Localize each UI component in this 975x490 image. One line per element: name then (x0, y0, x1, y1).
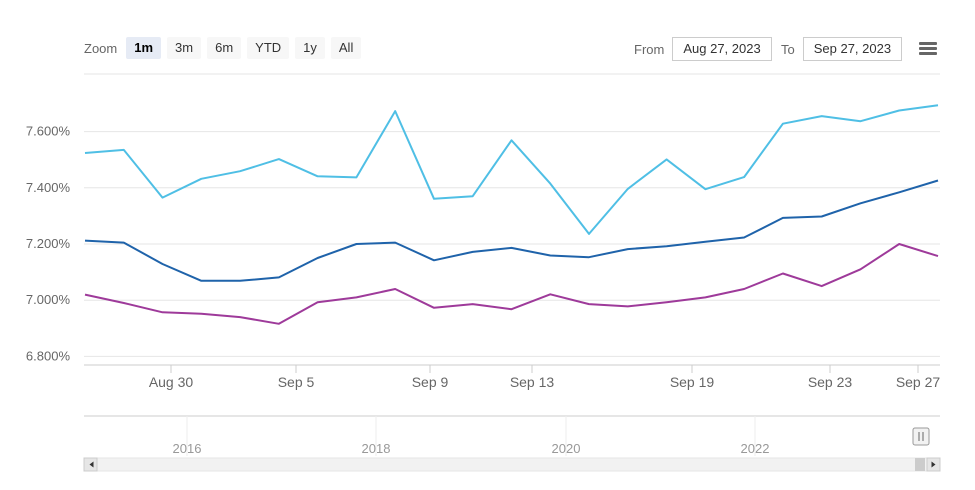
navigator-handle (912, 427, 930, 446)
y-tick-label: 7.200% (26, 236, 71, 251)
scrollbar-track (83, 457, 941, 472)
from-range: From Aug 27, 2023 (634, 37, 772, 61)
zoom-1m-button[interactable]: 1m (126, 37, 162, 59)
x-tick-label: Sep 5 (278, 374, 315, 390)
zoom-6m-button[interactable]: 6m (207, 37, 242, 59)
scroll-left-arrow-icon (89, 461, 94, 468)
scroll-right-arrow-icon (931, 461, 936, 468)
series-line-3 (84, 243, 939, 325)
navigator-label: 2020 (552, 441, 581, 456)
y-tick-label: 7.600% (26, 124, 71, 139)
x-tick-label: Sep 9 (412, 374, 449, 390)
to-date-input[interactable]: Sep 27, 2023 (802, 37, 903, 61)
to-label: To (781, 41, 795, 57)
grid-lines (84, 73, 940, 357)
navigator: 2016 2018 2020 2022 (83, 415, 941, 472)
series-lines (84, 104, 939, 325)
to-range: To Sep 27, 2023 (781, 37, 903, 61)
from-date-input[interactable]: Aug 27, 2023 (672, 37, 772, 61)
hamburger-menu-icon[interactable] (919, 42, 937, 56)
zoom-1y-button[interactable]: 1y (295, 37, 325, 59)
x-tick-label: Sep 27 (896, 374, 941, 390)
y-tick-label: 7.400% (26, 180, 71, 195)
navigator-label: 2018 (362, 441, 391, 456)
zoom-all-button[interactable]: All (330, 37, 362, 59)
y-axis: 6.800% 7.000% 7.200% 7.400% 7.600% (26, 124, 71, 364)
zoom-label: Zoom (84, 40, 118, 56)
from-label: From (634, 41, 665, 57)
y-tick-label: 6.800% (26, 348, 71, 363)
zoom-ytd-button[interactable]: YTD (247, 37, 290, 59)
series-line-1 (84, 104, 939, 235)
x-axis: Aug 30 Sep 5 Sep 9 Sep 13 Sep 19 Sep 23 Sep 27 (84, 364, 941, 390)
y-tick-label: 7.000% (26, 292, 71, 307)
x-tick-label: Sep 13 (510, 374, 555, 390)
series-line-2 (84, 179, 939, 282)
navigator-label: 2016 (173, 441, 202, 456)
navigator-label: 2022 (741, 441, 770, 456)
x-tick-label: Aug 30 (149, 374, 194, 390)
zoom-toolbar: Zoom 1m 3m 6m YTD 1y All (84, 37, 367, 59)
x-tick-label: Sep 19 (670, 374, 715, 390)
scrollbar-thumb (915, 458, 925, 471)
x-tick-label: Sep 23 (808, 374, 853, 390)
zoom-3m-button[interactable]: 3m (167, 37, 202, 59)
